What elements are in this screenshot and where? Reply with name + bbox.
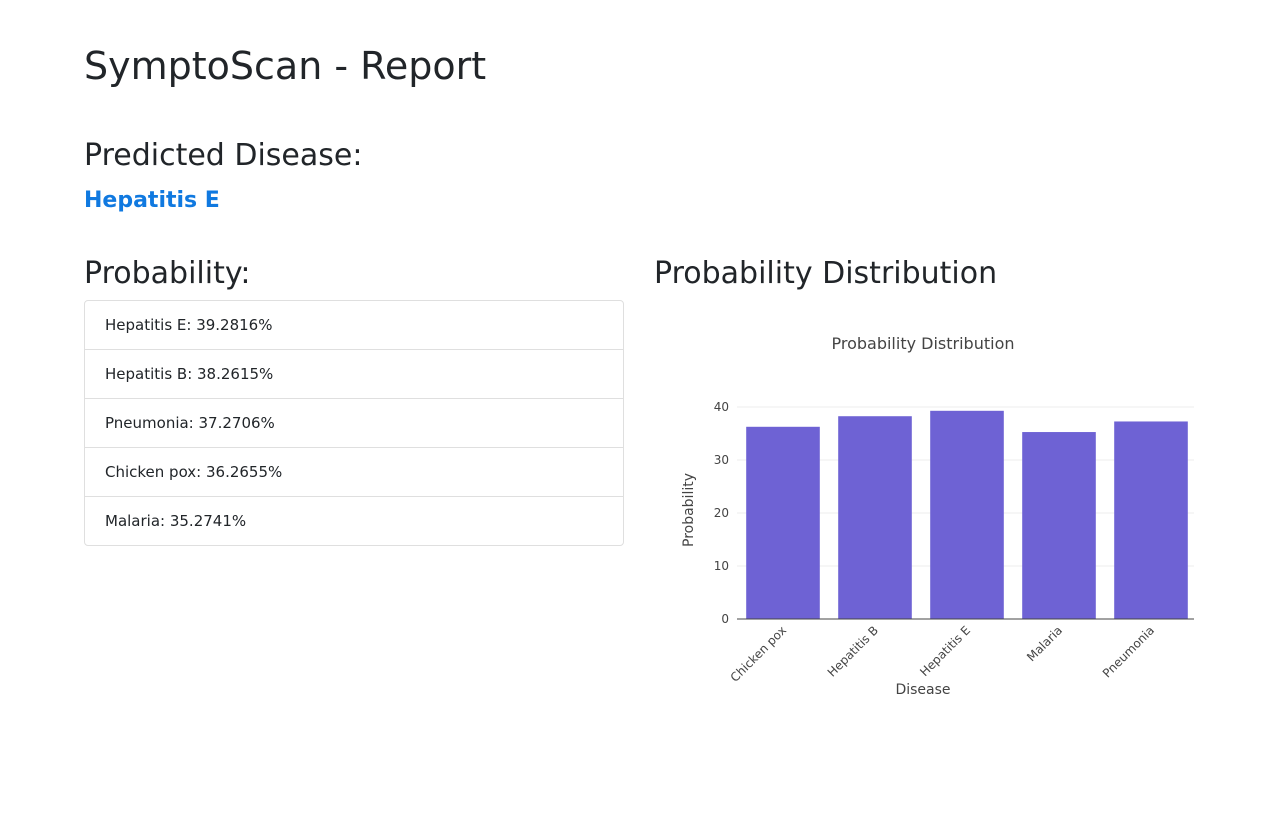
chart-bars bbox=[746, 410, 1188, 619]
y-tick-label: 30 bbox=[714, 453, 729, 467]
bar[interactable] bbox=[1022, 432, 1096, 619]
bar[interactable] bbox=[838, 416, 912, 619]
probability-list: Hepatitis E: 39.2816% Hepatitis B: 38.26… bbox=[84, 300, 624, 546]
list-item: Chicken pox: 36.2655% bbox=[85, 447, 623, 496]
bar[interactable] bbox=[930, 410, 1004, 619]
x-tick-label: Malaria bbox=[1024, 623, 1065, 664]
y-tick-label: 0 bbox=[721, 612, 729, 626]
predicted-disease-heading: Predicted Disease: bbox=[84, 138, 363, 173]
chart-x-ticks: Chicken pox Hepatitis B Hepatitis E Malaria… bbox=[728, 623, 1157, 684]
probability-chart: Probability Distribution 0 10 20 30 40 Chick… bbox=[654, 318, 1197, 718]
bar[interactable] bbox=[746, 426, 820, 619]
x-tick-label: Chicken pox bbox=[728, 623, 789, 684]
y-axis-label: Probability bbox=[681, 473, 697, 547]
distribution-heading: Probability Distribution bbox=[654, 256, 998, 291]
x-tick-label: Pneumonia bbox=[1100, 623, 1157, 680]
predicted-disease-value: Hepatitis E bbox=[84, 188, 220, 213]
page-title: SymptoScan - Report bbox=[84, 44, 487, 88]
chart-svg: Probability Distribution 0 10 20 30 40 Chick… bbox=[681, 334, 1197, 698]
chart-title: Probability Distribution bbox=[831, 334, 1014, 353]
x-tick-label: Hepatitis E bbox=[917, 623, 973, 679]
probability-heading: Probability: bbox=[84, 256, 251, 291]
list-item: Hepatitis B: 38.2615% bbox=[85, 349, 623, 398]
list-item: Hepatitis E: 39.2816% bbox=[105, 316, 273, 334]
x-axis-label: Disease bbox=[895, 682, 950, 698]
y-tick-label: 40 bbox=[714, 400, 729, 414]
list-item: Malaria: 35.2741% bbox=[85, 496, 623, 545]
y-tick-label: 20 bbox=[714, 506, 729, 520]
bar[interactable] bbox=[1114, 421, 1188, 619]
y-tick-label: 10 bbox=[714, 559, 729, 573]
x-tick-label: Hepatitis B bbox=[825, 623, 881, 679]
list-item: Pneumonia: 37.2706% bbox=[85, 398, 623, 447]
chart-y-ticks: 0 10 20 30 40 bbox=[714, 400, 729, 626]
